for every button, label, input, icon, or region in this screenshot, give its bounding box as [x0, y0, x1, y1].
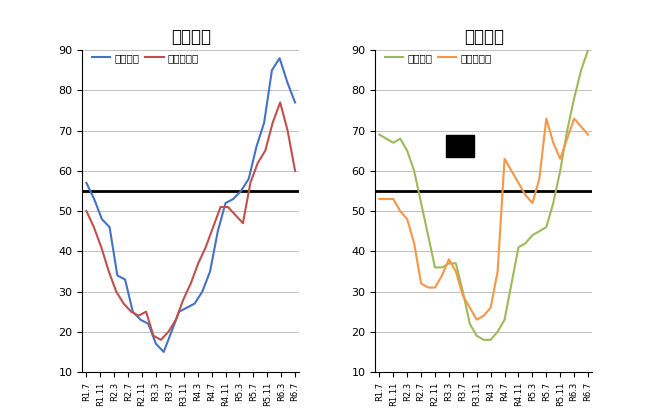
Bar	[446, 135, 474, 157]
Title: 需給ＤＩ: 需給ＤＩ	[170, 28, 211, 46]
Title: 価格ＤＩ: 価格ＤＩ	[464, 28, 504, 46]
Legend: 現状ＤＩ, 見通しＤＩ: 現状ＤＩ, 見通しＤＩ	[380, 49, 496, 67]
Legend: 現状ＤＩ, 見通しＤＩ: 現状ＤＩ, 見通しＤＩ	[88, 49, 203, 67]
